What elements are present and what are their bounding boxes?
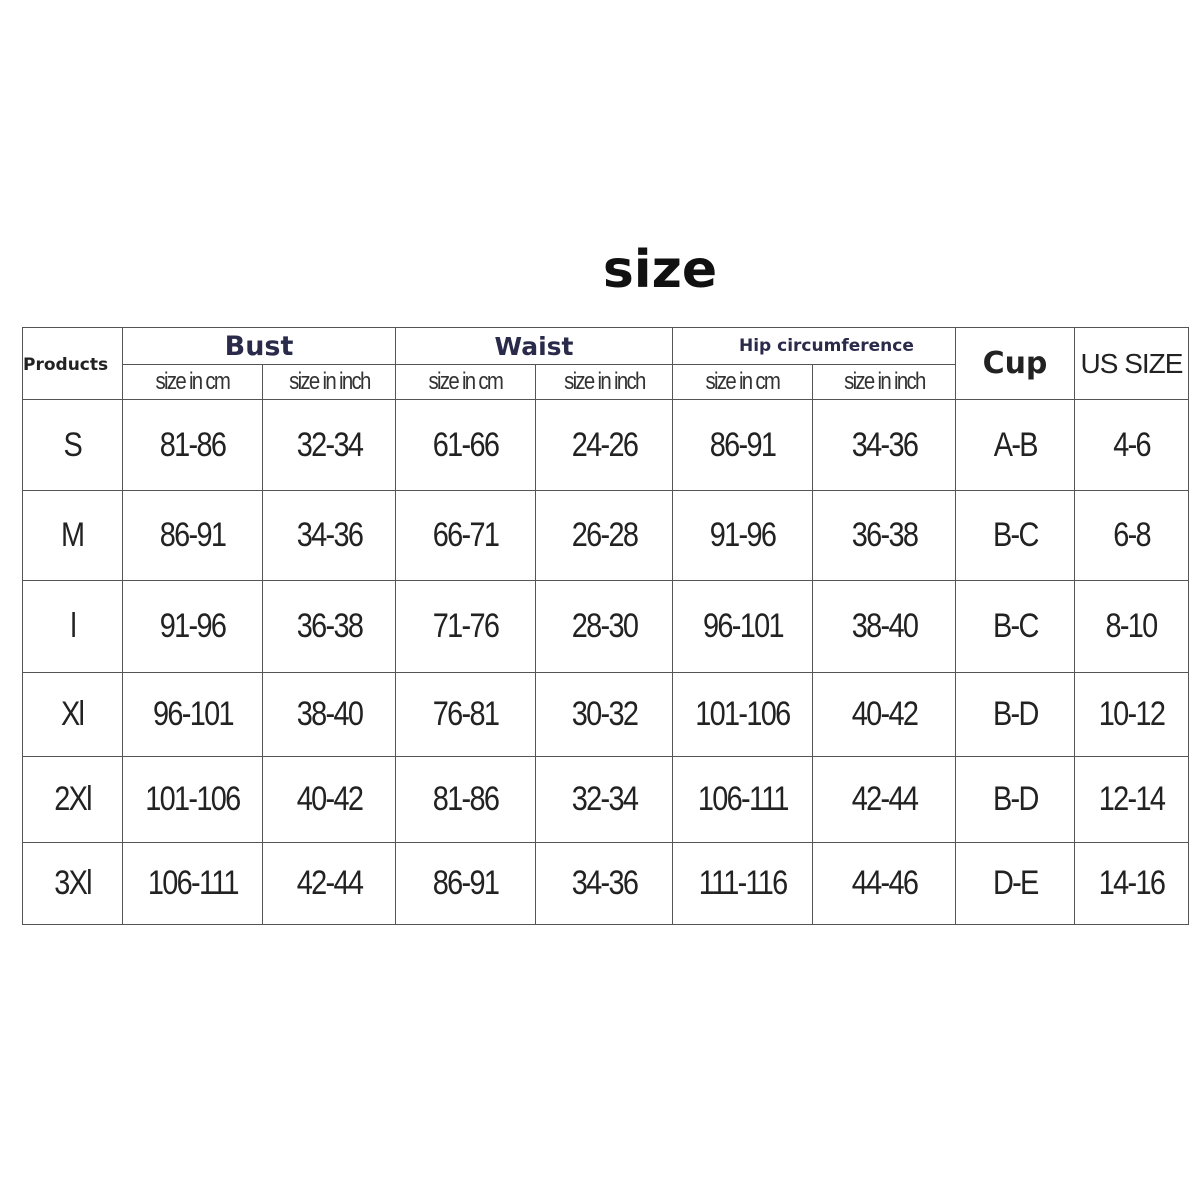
- cell-us: 10-12: [1074, 672, 1189, 757]
- cell-hip-cm: 106-111: [672, 756, 813, 843]
- cell-cup: B-D: [955, 756, 1075, 843]
- header-bust: Bust: [122, 327, 396, 365]
- header-cup: Cup: [955, 327, 1075, 400]
- cell-bust-cm: 91-96: [122, 580, 263, 673]
- cell-bust-cm: 101-106: [122, 756, 263, 843]
- cell-bust-in: 38-40: [262, 672, 396, 757]
- cell-cup: A-B: [955, 399, 1075, 491]
- cell-hip-in: 44-46: [812, 842, 956, 925]
- cell-size: Xl: [22, 672, 123, 757]
- cell-hip-cm: 96-101: [672, 580, 813, 673]
- table-row: l 91-96 36-38 71-76 28-30 96-101 38-40 B-C 8-10: [22, 580, 1189, 673]
- cell-waist-in: 24-26: [535, 399, 673, 491]
- cell-bust-in: 40-42: [262, 756, 396, 843]
- cell-us: 8-10: [1074, 580, 1189, 673]
- cell-cup: B-D: [955, 672, 1075, 757]
- cell-bust-cm: 81-86: [122, 399, 263, 491]
- cell-hip-cm: 91-96: [672, 490, 813, 581]
- cell-waist-in: 28-30: [535, 580, 673, 673]
- cell-size: M: [22, 490, 123, 581]
- cell-waist-in: 30-32: [535, 672, 673, 757]
- cell-hip-cm: 86-91: [672, 399, 813, 491]
- cell-hip-in: 34-36: [812, 399, 956, 491]
- cell-bust-cm: 106-111: [122, 842, 263, 925]
- page-title: size: [602, 240, 718, 300]
- cell-us: 6-8: [1074, 490, 1189, 581]
- cell-size: S: [22, 399, 123, 491]
- cell-waist-in: 34-36: [535, 842, 673, 925]
- cell-cup: D-E: [955, 842, 1075, 925]
- subheader-hip-inch: size in inch: [812, 364, 956, 400]
- cell-us: 12-14: [1074, 756, 1189, 843]
- cell-bust-in: 42-44: [262, 842, 396, 925]
- cell-waist-cm: 81-86: [395, 756, 536, 843]
- cell-us: 4-6: [1074, 399, 1189, 491]
- cell-size: l: [22, 580, 123, 673]
- cell-waist-cm: 76-81: [395, 672, 536, 757]
- cell-bust-cm: 96-101: [122, 672, 263, 757]
- cell-waist-cm: 66-71: [395, 490, 536, 581]
- cell-hip-in: 42-44: [812, 756, 956, 843]
- size-chart-table: Products Bust Waist Hip circumference Cu…: [22, 327, 1189, 925]
- table-row: 3Xl 106-111 42-44 86-91 34-36 111-116 44-46 D-E…: [22, 842, 1189, 925]
- cell-waist-cm: 71-76: [395, 580, 536, 673]
- cell-waist-cm: 61-66: [395, 399, 536, 491]
- subheader-bust-inch: size in inch: [262, 364, 396, 400]
- cell-hip-in: 38-40: [812, 580, 956, 673]
- cell-hip-cm: 111-116: [672, 842, 813, 925]
- header-waist: Waist: [395, 327, 673, 365]
- cell-cup: B-C: [955, 490, 1075, 581]
- cell-size: 2Xl: [22, 756, 123, 843]
- table-row: 2Xl 101-106 40-42 81-86 32-34 106-111 42-44 B-D…: [22, 756, 1189, 843]
- cell-waist-in: 26-28: [535, 490, 673, 581]
- header-products: Products: [22, 327, 123, 400]
- header-hip: Hip circumference: [672, 327, 956, 365]
- table-row: M 86-91 34-36 66-71 26-28 91-96 36-38 B-C 6-8: [22, 490, 1189, 581]
- subheader-waist-inch: size in inch: [535, 364, 673, 400]
- cell-us: 14-16: [1074, 842, 1189, 925]
- cell-hip-in: 36-38: [812, 490, 956, 581]
- table-row: S 81-86 32-34 61-66 24-26 86-91 34-36 A-B 4-6: [22, 399, 1189, 491]
- subheader-waist-cm: size in cm: [395, 364, 536, 400]
- cell-hip-cm: 101-106: [672, 672, 813, 757]
- cell-waist-in: 32-34: [535, 756, 673, 843]
- cell-cup: B-C: [955, 580, 1075, 673]
- subheader-hip-cm: size in cm: [672, 364, 813, 400]
- cell-bust-in: 32-34: [262, 399, 396, 491]
- cell-size: 3Xl: [22, 842, 123, 925]
- cell-hip-in: 40-42: [812, 672, 956, 757]
- cell-bust-in: 34-36: [262, 490, 396, 581]
- subheader-bust-cm: size in cm: [122, 364, 263, 400]
- header-us-size: US SIZE: [1074, 327, 1189, 400]
- table-row: Xl 96-101 38-40 76-81 30-32 101-106 40-42 B-D 10…: [22, 672, 1189, 757]
- cell-waist-cm: 86-91: [395, 842, 536, 925]
- cell-bust-in: 36-38: [262, 580, 396, 673]
- cell-bust-cm: 86-91: [122, 490, 263, 581]
